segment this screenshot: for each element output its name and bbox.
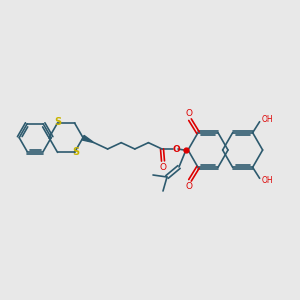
Text: O: O — [185, 109, 193, 118]
Text: S: S — [72, 147, 79, 158]
Text: S: S — [54, 117, 61, 127]
Text: OH: OH — [262, 115, 274, 124]
Text: O: O — [172, 145, 180, 154]
Text: O: O — [185, 182, 193, 191]
Polygon shape — [82, 135, 94, 143]
Text: OH: OH — [262, 176, 274, 185]
Text: O: O — [160, 163, 167, 172]
